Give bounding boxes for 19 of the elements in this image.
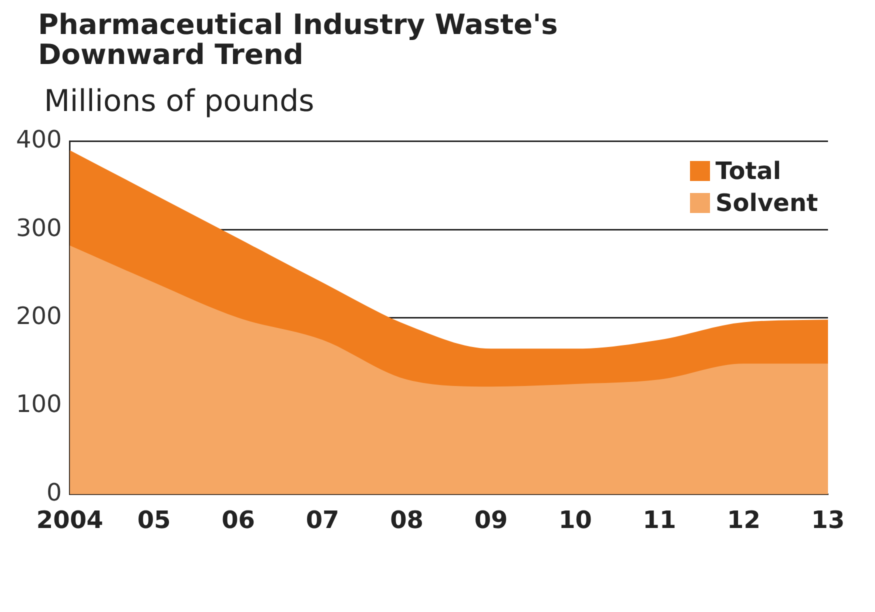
- x-tick-label: 12: [727, 506, 760, 534]
- x-tick-label: 07: [306, 506, 340, 534]
- y-tick-label: 200: [16, 302, 62, 330]
- y-tick-label: 300: [16, 214, 62, 242]
- y-tick-label: 0: [46, 478, 62, 506]
- x-tick-label: 10: [558, 506, 592, 534]
- x-tick-label: 11: [642, 506, 676, 534]
- x-tick-label: 2004: [36, 506, 104, 534]
- x-tick-label: 09: [474, 506, 508, 534]
- legend-label: Total: [716, 156, 782, 187]
- chart-title: Pharmaceutical Industry Waste's Downward Trend: [38, 8, 559, 71]
- x-tick-label: 05: [137, 506, 171, 534]
- x-tick-label: 08: [390, 506, 424, 534]
- x-tick-label: 06: [222, 506, 255, 534]
- legend-label: Solvent: [716, 188, 818, 219]
- y-tick-label: 100: [16, 390, 62, 418]
- x-tick-label: 13: [811, 506, 845, 534]
- y-tick-label: 400: [16, 126, 62, 154]
- y-axis-title: Millions of pounds: [44, 84, 316, 119]
